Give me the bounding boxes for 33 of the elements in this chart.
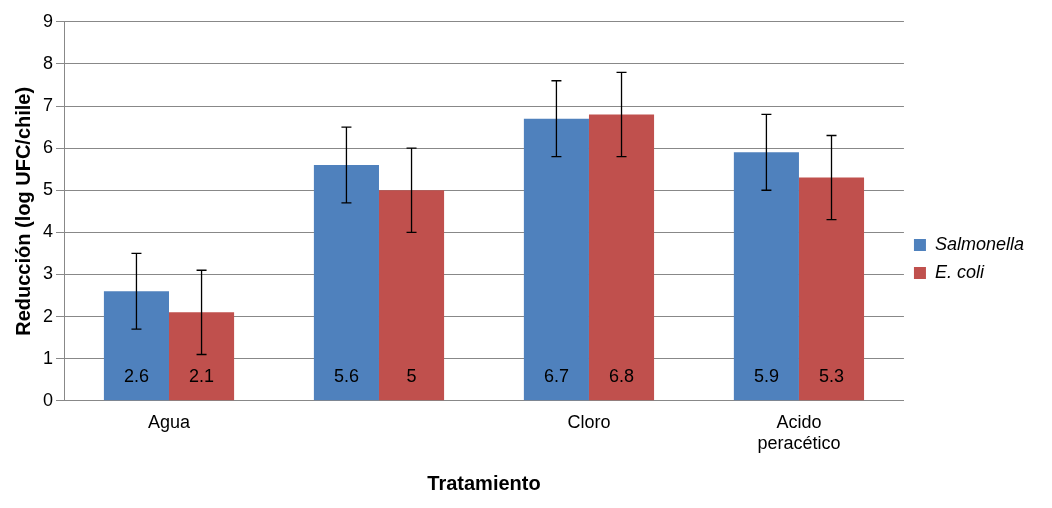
data-label: 5.9 <box>753 365 779 386</box>
data-label: 2.1 <box>189 365 215 386</box>
y-tick-label: 2 <box>43 305 54 326</box>
bar <box>588 114 655 401</box>
y-tick-label: 0 <box>43 389 54 410</box>
x-axis-title: Tratamiento <box>427 471 541 494</box>
legend-label: Salmonella <box>934 234 1025 254</box>
bar <box>103 291 169 401</box>
y-tick-label: 6 <box>43 137 54 158</box>
y-tick-label: 7 <box>43 94 54 115</box>
y-tick-label: 4 <box>43 221 54 242</box>
y-tick-label: 9 <box>43 10 54 31</box>
data-label: 5.3 <box>818 365 845 386</box>
y-tick-label: 8 <box>43 52 54 73</box>
bar <box>169 312 235 401</box>
y-tick-label: 3 <box>43 263 54 284</box>
y-tick-label: 5 <box>43 179 54 200</box>
data-label: 2.6 <box>123 365 149 386</box>
bar <box>798 177 865 401</box>
data-label: 6.8 <box>609 365 635 386</box>
bar <box>313 164 379 401</box>
bar <box>378 190 445 401</box>
y-tick-label: 1 <box>43 347 54 368</box>
x-tick-label: Acido peracético <box>757 411 841 454</box>
bar <box>523 118 589 401</box>
data-label: 5.6 <box>333 365 359 386</box>
y-axis-title: Reducción (log UFC/chile) <box>11 86 34 336</box>
x-tick-label: Cloro <box>567 411 611 432</box>
legend-label: E. coli <box>934 262 985 282</box>
x-tick-label: Agua <box>147 411 192 432</box>
data-label: 5 <box>406 365 417 386</box>
bar <box>733 152 799 401</box>
data-label: 6.7 <box>543 365 569 386</box>
